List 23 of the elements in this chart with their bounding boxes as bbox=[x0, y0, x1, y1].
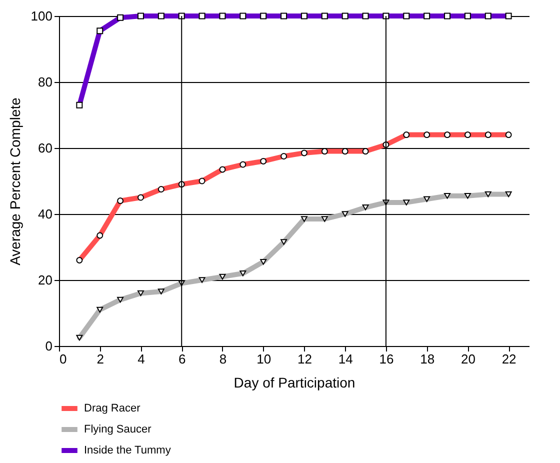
y-tick-label: 0 bbox=[45, 338, 52, 354]
y-tick-label: 60 bbox=[38, 140, 52, 156]
x-tick-label: 20 bbox=[460, 352, 476, 366]
y-tick-label: 20 bbox=[38, 272, 52, 288]
x-tick-label: 6 bbox=[178, 352, 186, 366]
x-tick-label: 16 bbox=[379, 352, 394, 366]
x-tick-label: 22 bbox=[502, 352, 516, 366]
x-tick-label: 10 bbox=[256, 352, 272, 366]
y-axis-title: Average Percent Complete bbox=[6, 97, 23, 266]
x-tick-label: 12 bbox=[297, 352, 312, 366]
x-tick-label: 8 bbox=[219, 352, 227, 366]
x-tick-label: 2 bbox=[96, 352, 104, 366]
y-tick-label: 40 bbox=[38, 206, 52, 222]
legend-label: Drag Racer bbox=[84, 402, 141, 414]
y-tick-label: 80 bbox=[38, 74, 52, 90]
x-tick-label: 14 bbox=[338, 352, 353, 366]
x-tick-label: 0 bbox=[60, 352, 67, 366]
x-axis-title: Day of Participation bbox=[234, 374, 356, 390]
legend-label: Flying Saucer bbox=[84, 424, 152, 436]
x-tick-label: 4 bbox=[138, 352, 145, 366]
legend-label: Inside the Tummy bbox=[84, 444, 172, 456]
y-tick-label: 100 bbox=[30, 8, 52, 24]
x-tick-label: 18 bbox=[420, 352, 435, 366]
